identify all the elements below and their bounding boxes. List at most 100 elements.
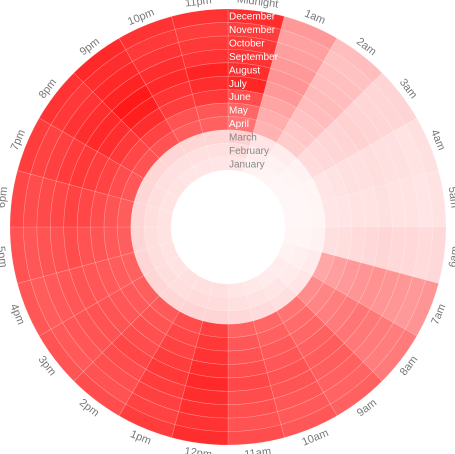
heatmap-cell-august-1am	[266, 67, 311, 97]
heatmap-cell-january-8pm	[166, 176, 189, 199]
heatmap-cell-september-midnight	[227, 48, 275, 69]
heatmap-cell-january-4am	[276, 191, 297, 213]
heatmap-cell-november-midnight	[227, 22, 282, 43]
month-labels: January February March April May June July Augu…	[229, 12, 279, 171]
heatmap-cell-september-5am	[386, 180, 407, 228]
heatmap-cell-september-4am	[369, 137, 401, 185]
heatmap-cell-august-6am	[373, 226, 393, 270]
hour-label-4pm: 4pm	[8, 302, 27, 326]
heatmap-cell-january-9pm	[177, 165, 200, 188]
heatmap-cell-april-1am	[252, 119, 284, 144]
heatmap-cell-december-1pm	[118, 403, 176, 438]
heatmap-cell-january-6am	[282, 226, 299, 246]
heatmap-cell-june-6am	[347, 226, 366, 263]
month-label-april: April	[229, 119, 249, 130]
heatmap-cell-october-7am	[381, 272, 414, 323]
heatmap-cell-february-4pm	[146, 244, 168, 270]
heatmap-cell-october-5am	[399, 177, 420, 228]
heatmap-cell-january-7am	[276, 241, 297, 263]
heatmap-cell-april-midnight	[227, 116, 258, 134]
heatmap-cell-november-2am	[323, 49, 374, 93]
heatmap-cell-february-4am	[288, 184, 310, 210]
heatmap-cell-january-12pm	[209, 281, 229, 298]
heatmap-cell-february-2pm	[168, 276, 194, 301]
heatmap-cell-november-5am	[412, 173, 433, 228]
hour-label-6pm: 6pm	[0, 186, 10, 209]
month-label-january: January	[229, 159, 265, 170]
heatmap-cell-january-11am	[227, 281, 247, 298]
heatmap-cell-april-6am	[321, 226, 339, 257]
heatmap-cell-march-7am	[300, 248, 323, 277]
heatmap-cell-may-5am	[334, 194, 353, 228]
heatmap-cell-november-6am	[412, 226, 433, 281]
heatmap-cell-february-7pm	[146, 184, 168, 210]
heatmap-cell-december-8pm	[38, 72, 84, 126]
heatmap-cell-april-3am	[296, 148, 325, 179]
heatmap-cell-february-1pm	[185, 287, 211, 309]
heatmap-cell-january-5am	[282, 208, 299, 228]
heatmap-cell-june-midnight	[227, 89, 264, 108]
heatmap-cell-october-4am	[381, 131, 414, 182]
hour-label-11pm: 11pm	[184, 0, 212, 10]
heatmap-cell-january-midnight	[227, 156, 247, 173]
heatmap-cell-august-7am	[358, 265, 388, 310]
heatmap-cell-august-11am	[227, 372, 271, 392]
heatmap-cell-december-6am	[425, 226, 447, 284]
heatmap-cell-february-8am	[277, 261, 302, 287]
heatmap-cell-june-5am	[347, 191, 366, 228]
heatmap-cell-february-1am	[245, 145, 271, 167]
heatmap-cell-november-10am	[277, 392, 331, 425]
heatmap-cell-november-6pm	[23, 173, 44, 228]
heatmap-cell-july-midnight	[227, 75, 268, 95]
heatmap-cell-may-12pm	[195, 333, 229, 352]
heatmap-cell-august-3am	[334, 110, 371, 152]
heatmap-cell-february-3am	[277, 167, 302, 193]
heatmap-cell-january-7pm	[159, 191, 180, 213]
hour-label-11am: 11am	[244, 446, 272, 454]
heatmap-cell-september-1am	[270, 54, 318, 86]
heatmap-cell-january-10am	[242, 275, 264, 296]
heatmap-cell-february-7am	[288, 244, 310, 270]
month-label-july: July	[229, 79, 247, 90]
hour-label-1pm: 1pm	[128, 428, 152, 447]
heatmap-cell-june-4am	[335, 157, 362, 196]
heatmap-cell-december-11pm	[171, 8, 229, 30]
hour-label-12pm: 12pm	[184, 446, 213, 454]
month-label-december: December	[229, 12, 276, 23]
heatmap-cell-september-3am	[343, 100, 383, 146]
heatmap-cell-december-4am	[404, 117, 439, 175]
heatmap-cell-march-12pm	[202, 307, 229, 325]
month-label-september: September	[229, 52, 279, 63]
hour-label-5pm: 5pm	[0, 245, 9, 268]
hour-label-midnight: Midnight	[236, 0, 279, 11]
heatmap-cell-january-2am	[256, 165, 279, 188]
hour-label-6am: 6am	[447, 245, 455, 268]
heatmap-cell-november-9am	[323, 361, 374, 405]
heatmap-cell-may-2am	[282, 119, 317, 150]
heatmap-cell-january-6pm	[157, 208, 174, 228]
heatmap-cell-april-1pm	[172, 310, 204, 335]
month-label-october: October	[229, 39, 265, 50]
heatmap-cell-november-3am	[362, 81, 406, 132]
heatmap-cell-january-1pm	[192, 275, 214, 296]
heatmap-cell-february-10am	[245, 287, 271, 309]
heatmap-cell-january-3pm	[166, 255, 189, 278]
month-label-june: June	[229, 92, 251, 103]
heatmap-cell-december-4pm	[17, 279, 52, 337]
heatmap-cell-july-5am	[360, 187, 380, 228]
heatmap-cell-december-9pm	[73, 37, 127, 83]
heatmap-cell-january-3am	[267, 176, 290, 199]
heatmap-cell-october-3am	[353, 91, 394, 139]
heatmap-cell-february-5am	[295, 204, 313, 228]
heatmap-cell-september-2am	[309, 72, 355, 112]
heatmap-cell-january-8am	[267, 255, 290, 278]
heatmap-cell-november-11pm	[174, 22, 229, 43]
month-label-february: February	[229, 146, 269, 157]
heatmap-cells	[9, 8, 447, 446]
heatmap-cell-august-2pm	[111, 333, 153, 370]
month-label-november: November	[229, 25, 276, 36]
heatmap-cell-april-2am	[276, 130, 307, 159]
heatmap-cell-october-6am	[399, 226, 420, 277]
heatmap-cell-march-6am	[308, 226, 326, 253]
